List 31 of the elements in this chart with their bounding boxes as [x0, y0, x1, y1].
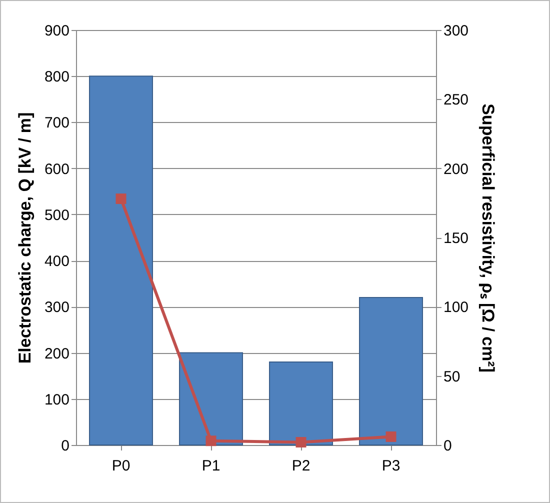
- y2-axis-title: Superficial resistivity, ρₛ [Ω / cm²]: [478, 104, 498, 372]
- point: [386, 431, 396, 442]
- y-tick-label: 100: [44, 391, 70, 408]
- bar: [179, 352, 243, 446]
- y2-tick-label: 150: [444, 230, 469, 247]
- y2-tick-label: 100: [444, 299, 469, 316]
- y-tick-label: 900: [44, 22, 70, 40]
- point: [296, 436, 306, 448]
- y2-tick-label: 300: [444, 22, 469, 40]
- y2-tick-label: 0: [444, 438, 452, 454]
- x-tick-label: P2: [292, 458, 310, 474]
- y-tick-label: 400: [44, 253, 70, 270]
- y-tick-label: 800: [44, 68, 70, 86]
- y2-tick-label: 50: [444, 368, 460, 386]
- point: [116, 194, 126, 204]
- y-tick-label: 500: [44, 206, 70, 224]
- y-tick-label: 600: [44, 160, 70, 178]
- x-tick-label: P0: [112, 458, 130, 474]
- point: [206, 436, 216, 446]
- y-tick-label: 300: [44, 299, 70, 316]
- y-tick-label: 0: [61, 438, 70, 454]
- bar: [269, 362, 333, 446]
- y-axis-title: Electrostatic charge, Q [kV / m]: [15, 112, 34, 364]
- y2-tick-label: 250: [444, 92, 469, 109]
- y-tick-label: 200: [44, 345, 70, 362]
- y2-tick-label: 200: [444, 160, 469, 178]
- x-tick-label: P1: [202, 458, 220, 474]
- x-tick-label: P3: [382, 458, 400, 474]
- bar: [89, 76, 153, 446]
- bar: [359, 296, 423, 446]
- y-tick-label: 700: [44, 114, 70, 132]
